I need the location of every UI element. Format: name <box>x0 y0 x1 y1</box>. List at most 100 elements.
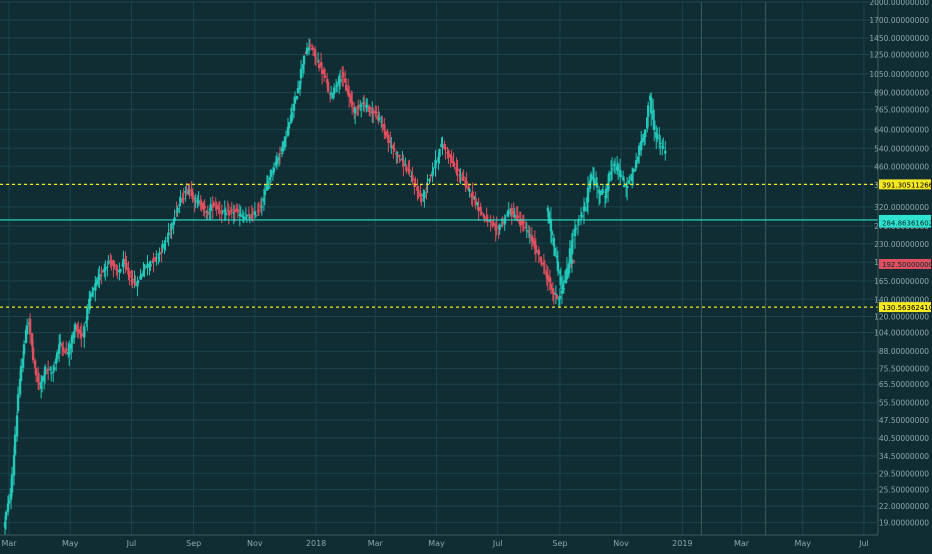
candle-body <box>313 49 317 57</box>
time-axis-panel[interactable] <box>0 535 932 550</box>
candle-body <box>64 350 67 353</box>
candle-body <box>476 202 479 206</box>
candle-body <box>302 55 306 65</box>
candle-body <box>311 48 315 50</box>
candle-body <box>68 344 71 355</box>
candle-body <box>16 394 20 411</box>
candle-body <box>386 131 389 138</box>
candle-body <box>188 189 191 191</box>
candle-body <box>251 213 255 215</box>
candle-body <box>164 241 167 243</box>
candle-body <box>209 204 212 212</box>
candle-body <box>519 218 522 226</box>
candle-body <box>583 206 587 212</box>
candle-body <box>272 167 276 173</box>
candle-body <box>398 154 401 158</box>
candle-body <box>346 88 350 96</box>
candle-body <box>644 129 647 138</box>
candle-body <box>384 131 387 136</box>
candle-body <box>19 366 23 381</box>
candle-body <box>347 93 351 98</box>
candle-body <box>366 104 369 107</box>
x-tick-label: 2019 <box>672 539 692 548</box>
candle-body <box>131 279 134 284</box>
candle-body <box>239 214 243 217</box>
candle-body <box>628 178 632 180</box>
candle-body <box>560 290 564 294</box>
current-price-tag <box>879 217 931 228</box>
candle-body <box>420 197 423 202</box>
candle-body <box>380 121 383 123</box>
candle-body <box>55 352 59 360</box>
candle-body <box>184 190 187 194</box>
candle-body <box>546 207 550 212</box>
candle-body <box>612 163 616 167</box>
candle-body <box>322 69 326 75</box>
candle-body <box>570 240 574 255</box>
candle-body <box>441 146 444 148</box>
candle-body <box>284 136 288 138</box>
candle-body <box>613 163 617 165</box>
candle-body <box>292 103 296 111</box>
candle-body <box>220 211 223 214</box>
candle-body <box>616 164 620 171</box>
candle-body <box>98 273 101 281</box>
candle-body <box>609 171 613 175</box>
candle-body <box>479 206 482 211</box>
candle-body <box>275 158 279 165</box>
candle-body <box>474 198 477 206</box>
candle-body <box>533 240 537 249</box>
candle-body <box>462 176 465 179</box>
candle-body <box>140 274 143 278</box>
candle-body <box>31 347 35 361</box>
candle-body <box>360 104 363 107</box>
candle-body <box>169 229 172 231</box>
candles-layer <box>3 38 667 539</box>
candle-body <box>59 341 62 345</box>
candle-body <box>314 57 318 59</box>
candle-body <box>540 262 544 265</box>
candle-body <box>18 378 22 395</box>
candle-body <box>134 282 137 286</box>
candle-body <box>341 72 345 77</box>
candle-body <box>257 209 261 211</box>
candle-body <box>477 207 480 212</box>
candle-body <box>307 47 311 51</box>
candle-body <box>500 224 503 226</box>
candle-body <box>594 180 598 183</box>
candle-body <box>122 259 125 268</box>
y-tick-label: 1700.00000000 <box>869 16 929 25</box>
candle-body <box>40 376 44 382</box>
x-tick-label: 2018 <box>306 539 326 548</box>
candle-body <box>396 151 399 153</box>
candle-body <box>656 133 659 139</box>
candle-body <box>244 216 248 219</box>
candle-body <box>101 271 104 273</box>
candle-body <box>236 209 240 213</box>
candle-body <box>316 60 320 62</box>
x-tick-label: Mar <box>734 539 750 548</box>
candle-body <box>137 281 140 283</box>
candle-body <box>28 318 32 335</box>
candle-body <box>652 110 655 120</box>
candle-body <box>331 94 335 99</box>
candle-body <box>531 237 535 244</box>
candle-body <box>329 92 333 95</box>
candle-body <box>298 81 302 90</box>
candle-body <box>335 84 339 87</box>
candle-body <box>438 148 441 157</box>
candle-body <box>15 415 19 437</box>
candle-body <box>354 108 357 114</box>
candle-body <box>557 299 561 301</box>
candle-body <box>320 69 324 74</box>
candle-body <box>157 257 160 259</box>
candle-body <box>486 216 489 218</box>
candle-body <box>555 255 559 258</box>
candle-body <box>295 95 299 100</box>
candle-body <box>465 180 468 185</box>
candle-body <box>100 274 103 276</box>
candle-body <box>160 251 163 253</box>
candle-body <box>278 152 282 154</box>
candle-body <box>492 223 495 226</box>
